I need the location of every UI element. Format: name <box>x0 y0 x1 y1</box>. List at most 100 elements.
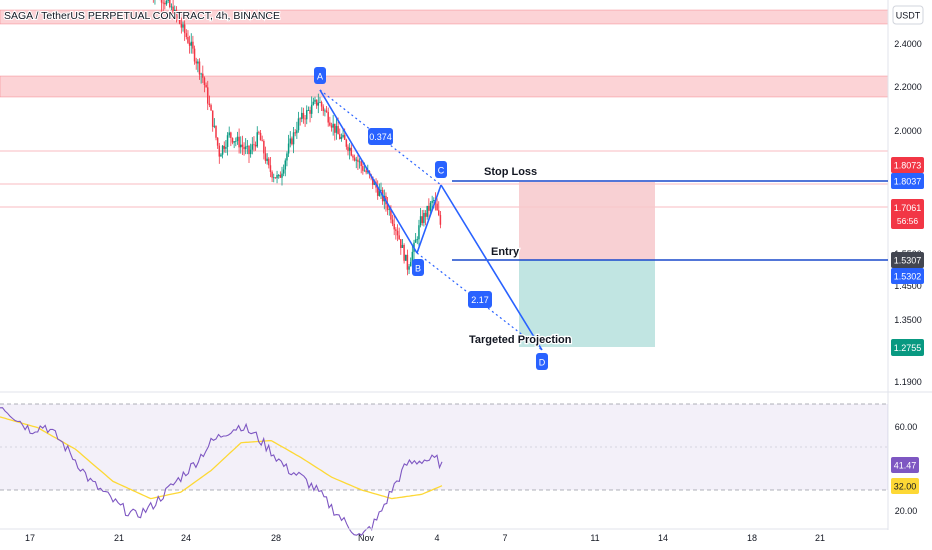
unit-badge[interactable] <box>892 5 924 25</box>
candle-up <box>273 177 275 179</box>
price-badge-target[interactable] <box>891 339 924 356</box>
candle-down <box>192 41 194 49</box>
candle-up <box>292 132 295 145</box>
candle-up <box>363 170 366 172</box>
candle-up <box>281 173 283 178</box>
candle-up <box>317 102 320 106</box>
candle-down <box>279 174 282 178</box>
candle-up <box>378 190 381 196</box>
candle-down <box>339 134 341 140</box>
price-badge-last[interactable] <box>891 199 924 229</box>
ratio-badge-bd[interactable] <box>468 291 492 308</box>
candle-up <box>306 110 308 120</box>
time-label: Nov <box>358 533 375 543</box>
candle-up <box>182 24 184 28</box>
pattern-ratio-line-bd <box>416 252 543 351</box>
candle-down <box>365 170 367 173</box>
candle-down <box>390 209 392 220</box>
candle-up <box>409 262 412 267</box>
candle-down <box>180 23 183 28</box>
point-b-badge[interactable] <box>412 259 424 276</box>
candle-up <box>426 205 428 217</box>
rsi-value-badge[interactable] <box>891 457 919 473</box>
rsi-band-background <box>0 404 888 490</box>
candle-up <box>221 145 224 155</box>
candle-down <box>360 161 362 167</box>
candle-up <box>388 209 390 211</box>
candle-up <box>246 145 249 147</box>
target-zone[interactable] <box>519 260 655 347</box>
candle-down <box>175 9 178 16</box>
candle-up <box>256 132 258 147</box>
candle-up <box>348 147 351 151</box>
point-c-label: C <box>438 166 445 176</box>
candle-up <box>429 202 432 211</box>
price-tick: 2.0000 <box>894 126 922 136</box>
candle-down <box>263 140 265 154</box>
candle-down <box>231 137 234 143</box>
rsi-ma-badge[interactable] <box>891 478 919 494</box>
candle-up <box>296 130 298 134</box>
price-badge-stop-loss[interactable] <box>891 173 924 189</box>
candle-down <box>274 177 277 179</box>
candle-down <box>347 146 349 151</box>
rsi-pane[interactable] <box>0 403 888 536</box>
candle-up <box>190 41 192 46</box>
price-badge-entry-alert[interactable] <box>891 252 924 268</box>
candle-up <box>342 134 344 137</box>
point-a-badge[interactable] <box>314 67 326 84</box>
point-c-badge[interactable] <box>435 161 447 178</box>
candle-down <box>406 254 409 270</box>
candle-down <box>386 204 389 210</box>
candle-down <box>299 118 301 120</box>
chart-title[interactable]: SAGA / TetherUS PERPETUAL CONTRACT, 4h, … <box>3 9 281 23</box>
candle-down <box>259 132 262 141</box>
candle-up <box>301 112 303 120</box>
candle-down <box>178 18 181 24</box>
candle-down <box>345 139 348 147</box>
candle-down <box>164 2 166 5</box>
stop-loss-text: Stop Loss <box>484 166 537 178</box>
candle-down <box>211 110 214 127</box>
candle-up <box>408 266 410 270</box>
candle-down <box>218 145 221 157</box>
rsi-value-text: 41.47 <box>894 461 917 471</box>
candle-down <box>193 48 196 62</box>
time-axis[interactable]: 17 21 24 28 Nov 4 7 11 14 18 21 <box>25 533 825 543</box>
candle-down <box>187 37 189 43</box>
candle-down <box>428 205 430 211</box>
candle-up <box>228 132 230 136</box>
rsi-tick: 20.00 <box>895 506 918 516</box>
candle-down <box>376 187 379 196</box>
candle-down <box>271 171 273 178</box>
candle-down <box>334 123 336 133</box>
stop-loss-zone[interactable] <box>519 182 655 260</box>
price-tick: 1.4500 <box>894 281 922 291</box>
candle-down <box>309 110 311 114</box>
candle-down <box>238 136 240 148</box>
time-label: 11 <box>590 533 599 543</box>
price-badge-entry-text: 1.5302 <box>894 272 922 282</box>
time-label: 17 <box>25 533 35 543</box>
candle-up <box>235 140 237 142</box>
candle-up <box>418 225 420 240</box>
time-label: 21 <box>815 533 825 543</box>
price-badge-stop-alert-text: 1.8073 <box>894 161 922 171</box>
price-badge-stop-alert[interactable] <box>891 157 924 173</box>
abcd-pattern[interactable]: A B C D 0.374 2.17 <box>314 67 548 370</box>
candle-up <box>277 174 280 176</box>
candle-down <box>177 15 179 19</box>
price-badge-target-text: 1.2755 <box>894 343 922 353</box>
candle-up <box>200 73 202 75</box>
candle-down <box>395 229 397 231</box>
point-d-badge[interactable] <box>536 353 548 370</box>
price-badge-entry[interactable] <box>891 268 924 284</box>
candle-up <box>233 141 235 143</box>
candle-up <box>380 189 382 191</box>
ratio-label-bd: 2.17 <box>471 295 489 305</box>
candle-down <box>421 216 423 223</box>
candle-down <box>207 87 209 104</box>
ratio-badge-ac[interactable] <box>368 128 393 145</box>
candle-down <box>254 144 257 147</box>
